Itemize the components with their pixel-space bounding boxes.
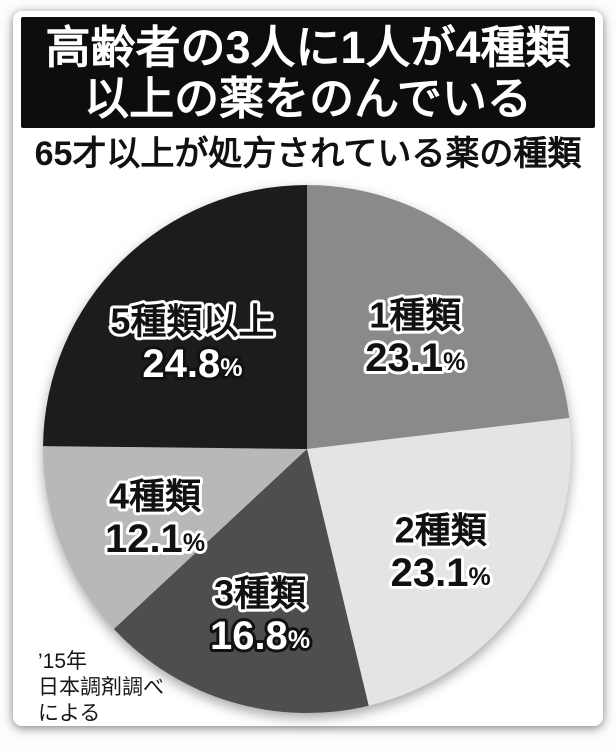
- headline-banner: 高齢者の3人に1人が4種類 以上の薬をのんでいる: [21, 17, 595, 128]
- chart-title: 65才以上が処方されている薬の種類: [34, 135, 582, 173]
- slice-label-1: 1種類: [369, 295, 462, 336]
- slice-value-5: 24.8%: [142, 342, 242, 386]
- pie-slice-2: [307, 417, 572, 706]
- slice-label-5: 5種類以上: [110, 301, 274, 342]
- source-note: ’15年 日本調剤調べ による: [38, 649, 164, 727]
- slice-value-1: 23.1%: [365, 336, 465, 380]
- pie-slice-5: [43, 185, 308, 449]
- slice-label-4: 4種類: [109, 475, 202, 516]
- source-line-year: ’15年: [38, 650, 88, 673]
- source-line-suffix: による: [38, 702, 101, 725]
- slice-label-2: 2種類: [395, 510, 488, 551]
- slice-value-4: 12.1%: [105, 517, 205, 561]
- slice-value-3: 16.8%: [210, 614, 310, 658]
- pie-slice-4: [43, 446, 307, 629]
- headline-line-1: 高齢者の3人に1人が4種類: [45, 21, 571, 73]
- pie-slice-3: [113, 449, 369, 713]
- pie-slice-1: [307, 185, 570, 449]
- slice-label-3: 3種類: [214, 573, 307, 614]
- source-line-org: 日本調剤調べ: [38, 676, 164, 699]
- slice-value-2: 23.1%: [391, 551, 491, 595]
- headline-line-2: 以上の薬をのんでいる: [84, 72, 532, 124]
